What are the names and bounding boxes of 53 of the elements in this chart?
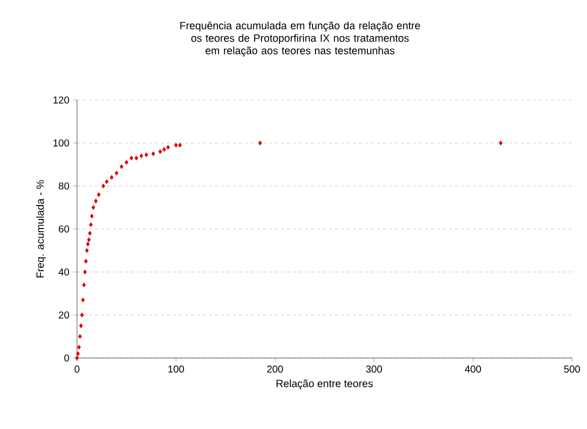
point bbox=[120, 164, 124, 170]
point bbox=[110, 175, 114, 180]
point bbox=[89, 222, 93, 228]
point bbox=[86, 242, 90, 246]
point bbox=[94, 198, 98, 204]
point bbox=[114, 170, 118, 176]
point bbox=[174, 142, 178, 148]
point bbox=[78, 334, 82, 339]
x-tick-label: 500 bbox=[564, 366, 580, 373]
point bbox=[124, 160, 128, 165]
point bbox=[258, 140, 262, 146]
point bbox=[130, 156, 134, 160]
point bbox=[144, 152, 148, 158]
y-tick-label: 80 bbox=[58, 182, 70, 190]
y-tick-label: 40 bbox=[58, 268, 70, 276]
point bbox=[498, 140, 503, 146]
point bbox=[134, 156, 138, 160]
x-tick-label: 100 bbox=[168, 366, 184, 373]
point bbox=[178, 142, 182, 148]
point bbox=[104, 179, 109, 184]
y-tick-label: 60 bbox=[58, 225, 70, 233]
y-tick-label: 0 bbox=[64, 354, 70, 362]
point bbox=[140, 154, 144, 158]
x-tick-label: 300 bbox=[366, 366, 382, 373]
point bbox=[88, 230, 92, 236]
y-tick-label: 120 bbox=[54, 96, 70, 104]
point bbox=[87, 237, 91, 242]
point bbox=[158, 149, 162, 154]
point bbox=[76, 351, 80, 356]
point bbox=[90, 214, 94, 218]
point bbox=[81, 298, 85, 302]
y-tick-label: 20 bbox=[58, 311, 70, 319]
chart-title: Frequência acumulada em função da relação entre os teores de Protoporfirina IX nos tratamentos em relação aos teores nas testemunhas bbox=[180, 22, 420, 56]
point bbox=[79, 323, 83, 328]
y-axis-title: Freq. acumulada - % bbox=[36, 180, 46, 278]
point bbox=[151, 151, 156, 156]
point bbox=[85, 248, 89, 253]
point bbox=[77, 344, 81, 350]
x-tick-label: 400 bbox=[464, 366, 481, 373]
point bbox=[96, 192, 101, 197]
point bbox=[82, 282, 86, 288]
x-axis-title: Relação entre teores bbox=[276, 379, 373, 390]
point bbox=[162, 147, 166, 152]
point bbox=[83, 270, 87, 274]
point bbox=[166, 144, 170, 150]
y-tick-label: 100 bbox=[54, 139, 70, 147]
point bbox=[80, 312, 84, 318]
point bbox=[101, 184, 106, 188]
point bbox=[91, 205, 96, 210]
point bbox=[84, 258, 88, 264]
x-tick-label: 0 bbox=[74, 366, 80, 373]
x-tick-label: 200 bbox=[267, 366, 283, 373]
point bbox=[75, 356, 79, 360]
